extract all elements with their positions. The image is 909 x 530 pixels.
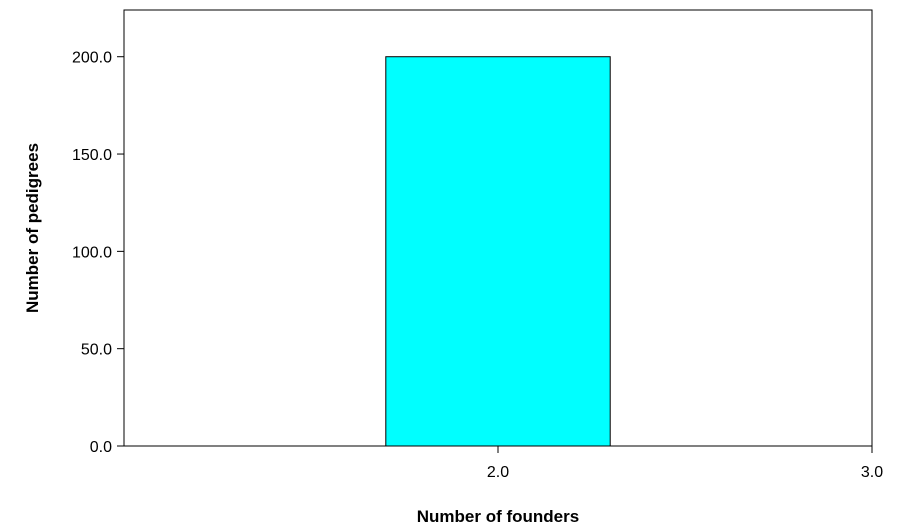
y-axis: 0.0 50.0 100.0 150.0 200.0	[72, 50, 124, 456]
x-axis-title: Number of founders	[417, 507, 579, 526]
bars-group	[385, 56, 611, 447]
x-tick-label: 2.0	[487, 464, 509, 481]
y-tick-label: 0.0	[90, 439, 112, 456]
y-tick-label: 200.0	[72, 50, 112, 67]
y-tick-label: 50.0	[81, 342, 112, 359]
x-tick-label: 3.0	[861, 464, 883, 481]
y-tick-label: 100.0	[72, 244, 112, 261]
y-axis-title: Number of pedigrees	[23, 143, 42, 313]
y-tick-label: 150.0	[72, 147, 112, 164]
x-axis: 2.0 3.0	[487, 446, 883, 481]
bar-2.0	[385, 56, 611, 447]
